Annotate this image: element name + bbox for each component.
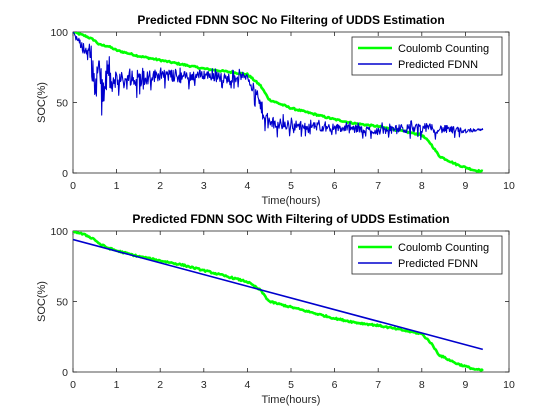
y-tick-label: 0 [62,367,68,379]
legend-box [351,235,503,275]
x-axis-label: Time(hours) [262,195,321,207]
series-line-coulomb-counting [73,231,484,372]
x-tick-label: 9 [462,180,468,192]
x-tick-label: 9 [462,379,468,391]
x-tick-label: 6 [332,379,338,391]
legend-box [351,36,503,76]
x-tick-label: 10 [503,180,515,192]
legend: Coulomb Counting Predicted FDNN [351,235,503,275]
legend-entry-coulomb-counting: Coulomb Counting [398,43,489,55]
y-tick-label: 0 [62,168,68,180]
x-tick-label: 3 [201,180,207,192]
x-tick-label: 5 [288,379,294,391]
x-tick-label: 4 [244,180,250,192]
legend-entry-coulomb-counting: Coulomb Counting [398,242,489,254]
x-tick-label: 1 [114,180,120,192]
legend-entry-predicted-fdnn: Predicted FDNN [398,59,478,71]
legend-entry-predicted-fdnn: Predicted FDNN [398,258,478,270]
legend: Coulomb Counting Predicted FDNN [351,36,503,76]
y-axis-label: SOC(%) [36,82,48,123]
x-tick-label: 7 [375,180,381,192]
x-tick-label: 2 [157,379,163,391]
x-tick-label: 2 [157,180,163,192]
y-tick-label: 100 [50,27,68,39]
y-axis-label: SOC(%) [36,281,48,322]
y-tick-label: 50 [56,297,68,309]
x-axis-label: Time(hours) [262,394,321,406]
y-tick-label: 100 [50,226,68,238]
x-tick-label: 1 [114,379,120,391]
y-tick-label: 50 [56,98,68,110]
x-tick-label: 6 [332,180,338,192]
series-line-coulomb-counting [73,32,484,173]
x-tick-label: 5 [288,180,294,192]
x-tick-label: 8 [419,379,425,391]
series-line-predicted-fdnn [73,238,484,351]
series-line-predicted-fdnn [73,32,484,141]
x-tick-label: 3 [201,379,207,391]
x-tick-label: 0 [70,180,76,192]
x-tick-label: 0 [70,379,76,391]
x-tick-label: 10 [503,379,515,391]
x-tick-label: 4 [244,379,250,391]
chart-title: Predicted FDNN SOC With Filtering of UDD… [132,212,449,226]
chart-title: Predicted FDNN SOC No Filtering of UDDS … [137,13,444,27]
x-tick-label: 7 [375,379,381,391]
x-tick-label: 8 [419,180,425,192]
